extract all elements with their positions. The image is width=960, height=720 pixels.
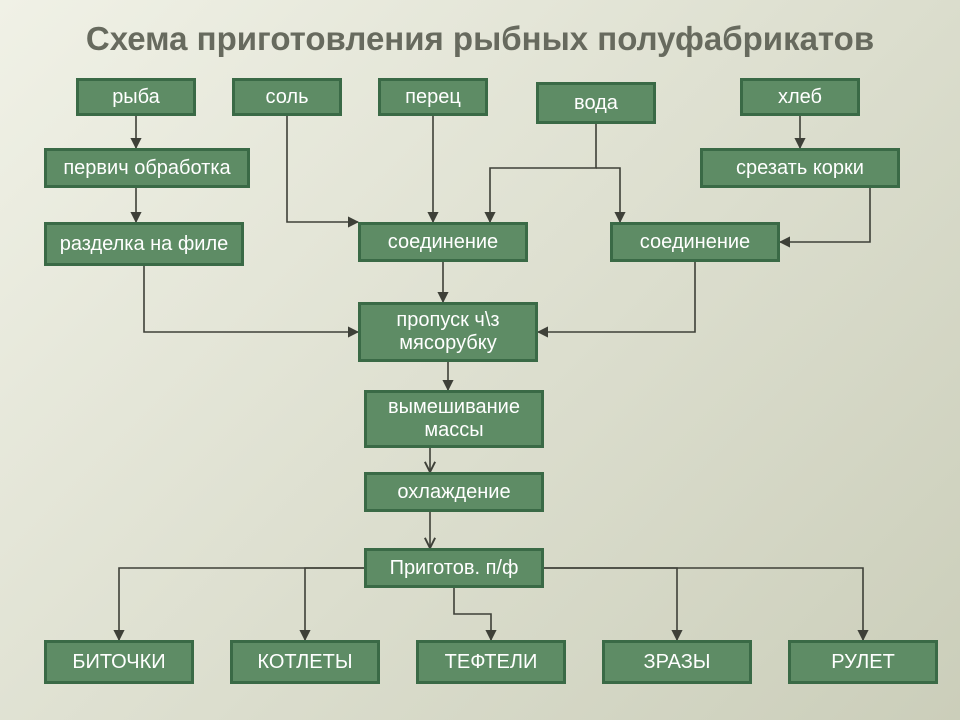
- node-bitochki: БИТОЧКИ: [44, 640, 194, 684]
- edge: [490, 116, 596, 222]
- edge: [544, 568, 863, 640]
- node-water: вода: [536, 82, 656, 124]
- flowchart-stage: Схема приготовления рыбных полуфабрикато…: [0, 0, 960, 720]
- node-primary: первич обработка: [44, 148, 250, 188]
- node-tefteli: ТЕФТЕЛИ: [416, 640, 566, 684]
- node-grinder: пропуск ч\з мясорубку: [358, 302, 538, 362]
- edge: [596, 168, 620, 222]
- edge: [454, 588, 491, 640]
- node-rulet: РУЛЕТ: [788, 640, 938, 684]
- edge: [287, 116, 358, 222]
- node-prep: Приготов. п/ф: [364, 548, 544, 588]
- node-kotlety: КОТЛЕТЫ: [230, 640, 380, 684]
- node-fish: рыба: [76, 78, 196, 116]
- edge: [144, 266, 358, 332]
- node-join1: соединение: [358, 222, 528, 262]
- edge: [119, 568, 364, 640]
- node-fillet: разделка на филе: [44, 222, 244, 266]
- node-join2: соединение: [610, 222, 780, 262]
- page-title: Схема приготовления рыбных полуфабрикато…: [0, 20, 960, 58]
- edge: [544, 568, 677, 640]
- node-bread: хлеб: [740, 78, 860, 116]
- edge: [538, 262, 695, 332]
- node-cool: охлаждение: [364, 472, 544, 512]
- node-knead: вымешивание массы: [364, 390, 544, 448]
- node-cutcrust: срезать корки: [700, 148, 900, 188]
- node-salt: соль: [232, 78, 342, 116]
- edge: [780, 188, 870, 242]
- node-pepper: перец: [378, 78, 488, 116]
- node-zrazy: ЗРАЗЫ: [602, 640, 752, 684]
- edge: [305, 568, 364, 640]
